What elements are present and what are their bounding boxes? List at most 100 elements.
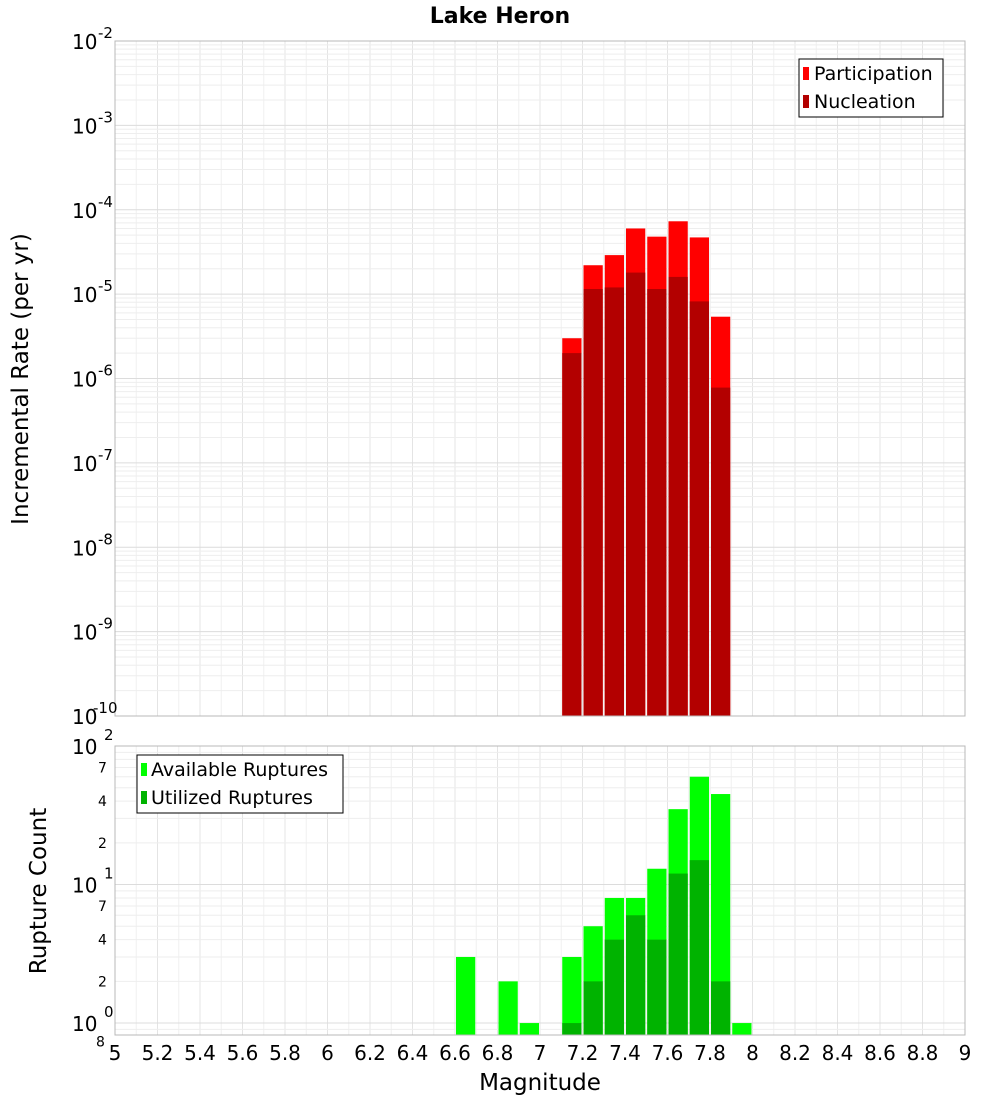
x-tick-label: 5.8	[269, 1041, 301, 1065]
x-tick-label: 6	[321, 1041, 334, 1065]
utilized-bar	[583, 981, 603, 1035]
top-y-tick-exponent: -10	[93, 699, 118, 717]
available-bar	[519, 1023, 539, 1035]
top-y-tick-exponent: -2	[98, 24, 113, 42]
top-y-tick-exponent: -4	[98, 193, 113, 211]
bottom-y-minor-tick-label: 8	[96, 1034, 105, 1050]
utilized-bar	[626, 915, 646, 1035]
top-y-tick-exponent: -3	[98, 108, 113, 126]
x-tick-label: 8	[746, 1041, 759, 1065]
x-tick-label: 9	[959, 1041, 972, 1065]
top-y-axis-label: Incremental Rate (per yr)	[8, 233, 34, 525]
x-tick-label: 8.4	[822, 1041, 854, 1065]
available-bar	[711, 794, 731, 1035]
bottom-y-tick-exponent: 2	[104, 726, 114, 744]
bottom-y-tick-label: 10 1	[72, 865, 114, 898]
nucleation-bar	[583, 289, 603, 716]
x-tick-label: 5	[109, 1041, 122, 1065]
x-tick-label: 7.4	[609, 1041, 641, 1065]
nucleation-bar	[647, 289, 667, 716]
top-panel-plot-area: Participation Nucleation	[114, 40, 966, 717]
bottom-y-tick-base: 10	[72, 1012, 97, 1036]
bottom-legend-box	[136, 754, 344, 814]
nucleation-bar	[562, 353, 582, 716]
bottom-y-tick-base: 10	[72, 735, 97, 759]
top-y-tick-label: 10 -9	[72, 615, 113, 645]
top-legend-label: Participation	[814, 63, 933, 85]
bottom-plot-border	[114, 745, 966, 1036]
available-bar	[562, 956, 582, 1035]
x-tick-label: 7.2	[567, 1041, 599, 1065]
utilized-bar	[604, 939, 624, 1035]
x-tick-label: 6.8	[482, 1041, 514, 1065]
top-plot-border	[114, 40, 966, 717]
top-legend-swatch	[803, 95, 809, 108]
bottom-y-minor-tick-label: 2	[98, 974, 107, 990]
bottom-legend-label: Utilized Ruptures	[151, 787, 313, 809]
x-tick-label: 8.8	[907, 1041, 939, 1065]
bottom-panel-plot-area: Available Ruptures Utilized Ruptures	[114, 745, 966, 1036]
x-tick-label: 6.2	[354, 1041, 386, 1065]
chart-title: Lake Heron	[430, 4, 570, 29]
bottom-y-tick-exponent: 1	[104, 865, 114, 883]
available-bar	[456, 956, 476, 1035]
nucleation-bar	[689, 301, 709, 716]
x-tick-label: 7	[534, 1041, 547, 1065]
top-y-tick-base: 10	[72, 536, 97, 560]
bottom-y-tick-label: 10 2	[72, 726, 114, 759]
top-y-tick-exponent: -6	[98, 362, 113, 380]
top-y-tick-exponent: -5	[98, 277, 113, 295]
utilized-bar	[562, 1023, 582, 1035]
bottom-y-tick-exponent: 0	[104, 1003, 114, 1021]
top-legend: Participation Nucleation	[798, 58, 944, 118]
bottom-y-minor-tick-label: 7	[98, 760, 107, 776]
top-y-tick-exponent: -8	[98, 530, 113, 548]
x-tick-label: 5.4	[184, 1041, 216, 1065]
nucleation-bar	[604, 287, 624, 716]
top-y-tick-base: 10	[72, 621, 97, 645]
available-bar	[732, 1023, 752, 1035]
x-tick-label: 8.6	[864, 1041, 896, 1065]
top-y-tick-exponent: -7	[98, 446, 113, 464]
bottom-y-axis-label: Rupture Count	[26, 808, 52, 974]
nucleation-series	[562, 272, 731, 716]
top-y-tick-base: 10	[72, 199, 97, 223]
x-tick-label: 7.6	[652, 1041, 684, 1065]
x-tick-label: 6.6	[439, 1041, 471, 1065]
bottom-y-tick-base: 10	[72, 874, 97, 898]
top-legend-label: Nucleation	[814, 91, 916, 113]
x-tick-label: 5.2	[142, 1041, 174, 1065]
bottom-legend-swatch	[141, 763, 147, 776]
utilized-series	[562, 860, 731, 1035]
top-y-tick-label: 10 -5	[72, 277, 113, 307]
utilized-bar	[689, 860, 709, 1035]
top-y-tick-label: 10 -6	[72, 362, 113, 392]
x-axis-label: Magnitude	[479, 1070, 601, 1096]
nucleation-bar	[711, 387, 731, 716]
top-y-tick-exponent: -9	[98, 615, 113, 633]
bottom-y-minor-tick-label: 7	[98, 899, 107, 915]
top-y-tick-base: 10	[72, 705, 97, 729]
top-y-tick-base: 10	[72, 283, 97, 307]
x-tick-label: 6.4	[397, 1041, 429, 1065]
utilized-bar	[668, 873, 688, 1035]
available-bar	[498, 981, 518, 1035]
top-y-tick-label: 10 -7	[72, 446, 113, 476]
bottom-y-minor-tick-label: 4	[98, 794, 107, 810]
top-y-tick-label: 10 -8	[72, 530, 113, 560]
bottom-y-tick-label: 10 0	[72, 1003, 114, 1036]
top-legend-box	[798, 58, 944, 118]
nucleation-bar	[668, 276, 688, 716]
top-y-tick-label: 10 -4	[72, 193, 113, 223]
bottom-legend-label: Available Ruptures	[151, 759, 328, 781]
utilized-bar	[711, 981, 731, 1035]
utilized-bar	[647, 939, 667, 1035]
top-y-tick-label: 10-10	[72, 699, 118, 729]
top-y-tick-base: 10	[72, 114, 97, 138]
bottom-legend: Available Ruptures Utilized Ruptures	[136, 754, 344, 814]
x-tick-label: 8.2	[779, 1041, 811, 1065]
x-tick-label: 5.6	[227, 1041, 259, 1065]
top-y-tick-base: 10	[72, 452, 97, 476]
top-gridlines	[114, 41, 966, 717]
